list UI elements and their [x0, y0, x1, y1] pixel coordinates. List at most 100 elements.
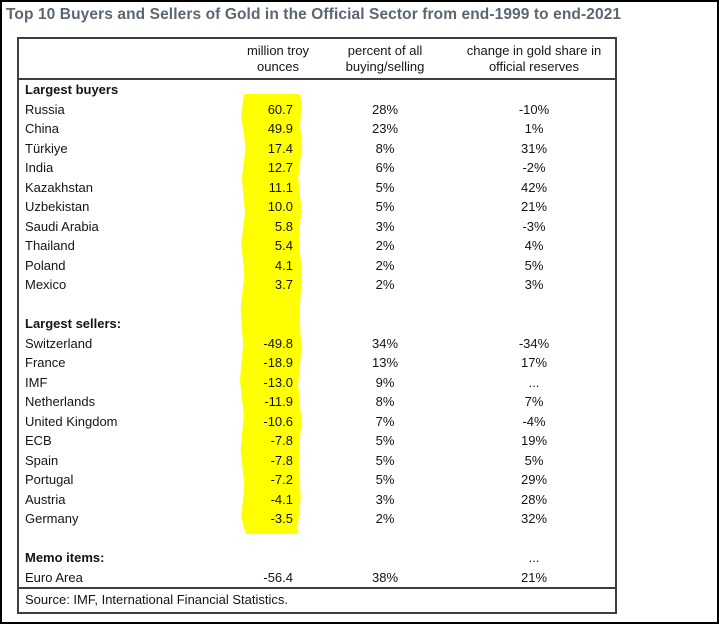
- table-row: Netherlands -11.9 8% 7%: [19, 392, 615, 412]
- country-name: United Kingdom: [25, 413, 118, 429]
- header-line: buying/selling: [345, 59, 425, 74]
- change-in-gold-share-value: 17%: [520, 355, 548, 370]
- data-table: million troy ounces percent of all buyin…: [19, 39, 615, 587]
- table-row: Portugal -7.2 5% 29%: [19, 470, 615, 490]
- country-name: Uzbekistan: [25, 199, 90, 214]
- percent-of-buying-selling-value: 13%: [371, 355, 399, 370]
- country-name: Kazakhstan: [25, 179, 93, 195]
- million-troy-ounces-value: 4.1: [274, 257, 293, 273]
- country-name: Mexico: [25, 277, 67, 292]
- table-row: Uzbekistan 10.0 5% 21%: [19, 197, 615, 217]
- column-header-percent-of-all: percent of all buying/selling: [317, 39, 453, 80]
- yellow-marker-highlight: [239, 94, 302, 534]
- table-row: India 12.7 6% -2%: [19, 158, 615, 178]
- million-troy-ounces-value: 5.4: [274, 238, 293, 253]
- spacer-cell: [19, 529, 615, 549]
- table-row: Poland 4.1 2% 5%: [19, 256, 615, 276]
- country-name: Euro Area: [25, 569, 83, 585]
- section-pct-cell: [317, 79, 453, 100]
- country-name: Thailand: [25, 238, 75, 253]
- country-name: Netherlands: [25, 394, 96, 409]
- change-in-gold-share-value: ...: [528, 374, 540, 390]
- country-name: Germany: [25, 511, 79, 526]
- change-in-gold-share-value: -3%: [522, 218, 546, 234]
- column-header-blank: [19, 39, 239, 80]
- table-row: Switzerland -49.8 34% -34%: [19, 334, 615, 354]
- change-in-gold-share-value: 5%: [524, 452, 544, 468]
- million-troy-ounces-value: -7.8: [270, 452, 293, 468]
- country-name: China: [25, 121, 59, 136]
- change-in-gold-share-value: -34%: [518, 335, 550, 351]
- table-row: China 49.9 23% 1%: [19, 119, 615, 139]
- country-name: Austria: [25, 491, 66, 507]
- header-row: million troy ounces percent of all buyin…: [19, 39, 615, 80]
- percent-of-buying-selling-value: 34%: [371, 335, 399, 351]
- country-name: Spain: [25, 452, 59, 468]
- table-row: Türkiye 17.4 8% 31%: [19, 139, 615, 159]
- change-in-gold-share-value: 21%: [520, 569, 548, 585]
- section-label: Memo items:: [25, 550, 105, 565]
- table-row: Kazakhstan 11.1 5% 42%: [19, 178, 615, 198]
- percent-of-buying-selling-value: 38%: [371, 569, 399, 585]
- section-pct-cell: [317, 314, 453, 334]
- country-name: Türkiye: [25, 140, 68, 156]
- source-note: Source: IMF, International Financial Sta…: [19, 587, 615, 612]
- table-row: France -18.9 13% 17%: [19, 353, 615, 373]
- million-troy-ounces-value: 10.0: [267, 199, 293, 214]
- change-in-gold-share-value: 7%: [524, 394, 544, 409]
- section-mto-cell: [239, 548, 317, 568]
- million-troy-ounces-value: -56.4: [263, 569, 293, 585]
- change-in-gold-share-value: 29%: [520, 472, 548, 487]
- country-name: Switzerland: [25, 335, 93, 351]
- table-row: Euro Area -56.4 38% 21%: [19, 568, 615, 588]
- million-troy-ounces-value: 12.7: [267, 160, 293, 175]
- change-in-gold-share-value: -4%: [522, 413, 546, 429]
- table-row: Spain -7.8 5% 5%: [19, 451, 615, 471]
- change-in-gold-share-value: 32%: [520, 511, 548, 526]
- section-mto-cell: [239, 314, 317, 334]
- million-troy-ounces-value: -49.8: [263, 335, 293, 351]
- million-troy-ounces-value: -7.8: [270, 433, 293, 448]
- change-in-gold-share-value: 5%: [524, 257, 544, 273]
- percent-of-buying-selling-value: 8%: [375, 140, 395, 156]
- table-row: Saudi Arabia 5.8 3% -3%: [19, 217, 615, 237]
- change-in-gold-share-value: 31%: [520, 140, 548, 156]
- million-troy-ounces-value: -4.1: [270, 491, 293, 507]
- country-name: France: [25, 355, 66, 370]
- change-in-gold-share-value: 42%: [520, 179, 548, 195]
- table-row: Austria -4.1 3% 28%: [19, 490, 615, 510]
- country-name: Saudi Arabia: [25, 218, 99, 234]
- percent-of-buying-selling-value: 5%: [375, 452, 395, 468]
- percent-of-buying-selling-value: 8%: [375, 394, 395, 409]
- change-in-gold-share-value: 19%: [520, 433, 548, 448]
- country-name: India: [25, 160, 54, 175]
- table-row: ECB -7.8 5% 19%: [19, 431, 615, 451]
- change-in-gold-share-value: 28%: [520, 491, 548, 507]
- change-in-gold-share-value: 4%: [524, 238, 544, 253]
- gold-table: million troy ounces percent of all buyin…: [17, 37, 617, 614]
- figure-title: Top 10 Buyers and Sellers of Gold in the…: [6, 6, 622, 23]
- section-mto-cell: [239, 79, 317, 100]
- percent-of-buying-selling-value: 7%: [375, 413, 395, 429]
- table-row: Thailand 5.4 2% 4%: [19, 236, 615, 256]
- percent-of-buying-selling-value: 5%: [375, 179, 395, 195]
- section-label-row: Largest buyers: [19, 79, 615, 100]
- percent-of-buying-selling-value: 2%: [375, 238, 395, 253]
- table-body: Largest buyers Russia 60.7 28% -10% China 49.9…: [19, 79, 615, 587]
- percent-of-buying-selling-value: 6%: [375, 160, 395, 175]
- table-row: IMF -13.0 9%...: [19, 373, 615, 393]
- million-troy-ounces-value: 17.4: [267, 140, 293, 156]
- header-line: change in gold share in: [466, 43, 602, 58]
- percent-of-buying-selling-value: 5%: [375, 199, 395, 214]
- section-label-row: Memo items:...: [19, 548, 615, 568]
- header-line: million troy: [246, 43, 310, 58]
- section-pct-cell: [317, 548, 453, 568]
- million-troy-ounces-value: 3.7: [274, 277, 293, 292]
- country-name: Russia: [25, 101, 65, 117]
- percent-of-buying-selling-value: 2%: [375, 511, 395, 526]
- million-troy-ounces-value: 5.8: [274, 218, 293, 234]
- section-label: Largest sellers:: [25, 316, 122, 331]
- header-line: official reserves: [488, 59, 580, 74]
- percent-of-buying-selling-value: 3%: [375, 491, 395, 507]
